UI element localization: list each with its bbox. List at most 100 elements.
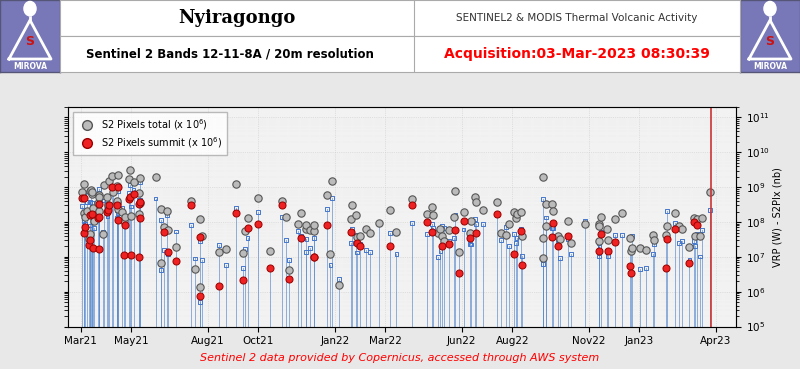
Point: [634, 266, 646, 272]
Point: [122, 197, 135, 203]
Point: [87, 225, 100, 231]
Point: [213, 283, 226, 289]
Point: [421, 231, 434, 237]
Point: [237, 277, 250, 283]
Point: [438, 238, 450, 244]
Point: [601, 248, 614, 254]
Point: [449, 227, 462, 232]
Point: [503, 244, 516, 249]
Point: [132, 190, 145, 196]
Point: [406, 196, 418, 202]
Point: [594, 231, 607, 237]
Point: [345, 229, 358, 235]
Text: MIROVA: MIROVA: [13, 62, 47, 71]
Text: Nyiragongo: Nyiragongo: [178, 9, 295, 27]
Point: [80, 208, 93, 214]
Y-axis label: VRP (W) - S2PIx (nb): VRP (W) - S2PIx (nb): [773, 167, 782, 267]
Point: [537, 261, 550, 267]
Point: [230, 205, 242, 211]
Point: [683, 257, 696, 263]
Point: [77, 210, 90, 216]
Point: [275, 197, 288, 203]
Point: [390, 230, 403, 235]
Point: [616, 210, 629, 216]
Point: [406, 202, 418, 208]
Point: [300, 236, 313, 242]
Point: [578, 221, 591, 227]
Text: SENTINEL2 & MODIS Thermal Volcanic Activity: SENTINEL2 & MODIS Thermal Volcanic Activ…: [456, 13, 698, 23]
Point: [308, 224, 321, 230]
Point: [688, 215, 701, 221]
Point: [196, 233, 209, 239]
Point: [431, 230, 444, 236]
Point: [84, 200, 97, 206]
Point: [78, 196, 90, 201]
Point: [307, 235, 320, 241]
Point: [86, 204, 98, 210]
Point: [102, 193, 115, 199]
Point: [77, 218, 90, 224]
Point: [189, 266, 202, 272]
Point: [464, 235, 477, 241]
Text: Acquisition:03-Mar-2023 08:30:39: Acquisition:03-Mar-2023 08:30:39: [444, 47, 710, 61]
Point: [373, 220, 386, 225]
Point: [119, 221, 132, 227]
Point: [133, 215, 146, 221]
Point: [291, 228, 304, 234]
Point: [75, 196, 88, 201]
Point: [111, 188, 124, 194]
Point: [546, 201, 558, 207]
Point: [469, 216, 482, 222]
Point: [134, 199, 146, 205]
Point: [364, 249, 377, 255]
Point: [442, 238, 455, 244]
Point: [562, 236, 574, 242]
Point: [551, 238, 564, 244]
Point: [92, 215, 105, 221]
Point: [326, 195, 338, 201]
Point: [170, 228, 182, 234]
Point: [536, 174, 549, 180]
Point: [101, 201, 114, 207]
Point: [593, 221, 606, 227]
Point: [133, 200, 146, 206]
Point: [230, 210, 242, 216]
Point: [123, 182, 136, 188]
Point: [127, 191, 140, 197]
Point: [251, 221, 264, 227]
Point: [84, 188, 97, 194]
Point: [359, 247, 372, 253]
Point: [294, 210, 307, 215]
Point: [364, 230, 377, 236]
Point: [562, 233, 574, 239]
Point: [673, 241, 686, 246]
Point: [241, 225, 254, 231]
Point: [593, 248, 606, 254]
Point: [690, 216, 703, 222]
Point: [132, 201, 145, 207]
Point: [132, 211, 145, 217]
Point: [601, 226, 614, 232]
Point: [690, 222, 703, 228]
Point: [78, 214, 91, 220]
Point: [516, 254, 529, 259]
Point: [194, 238, 206, 244]
Point: [86, 245, 99, 251]
Point: [194, 234, 206, 240]
Point: [694, 233, 706, 239]
Point: [239, 228, 252, 234]
Point: [554, 236, 566, 242]
Point: [453, 270, 466, 276]
Point: [158, 224, 170, 230]
Point: [695, 215, 708, 221]
Point: [602, 254, 614, 259]
Point: [78, 221, 91, 227]
Point: [78, 181, 90, 187]
Point: [608, 239, 621, 245]
Point: [537, 255, 550, 261]
Point: [161, 208, 174, 214]
Point: [111, 206, 124, 212]
Point: [106, 184, 118, 190]
Point: [92, 208, 105, 214]
Point: [510, 240, 522, 246]
